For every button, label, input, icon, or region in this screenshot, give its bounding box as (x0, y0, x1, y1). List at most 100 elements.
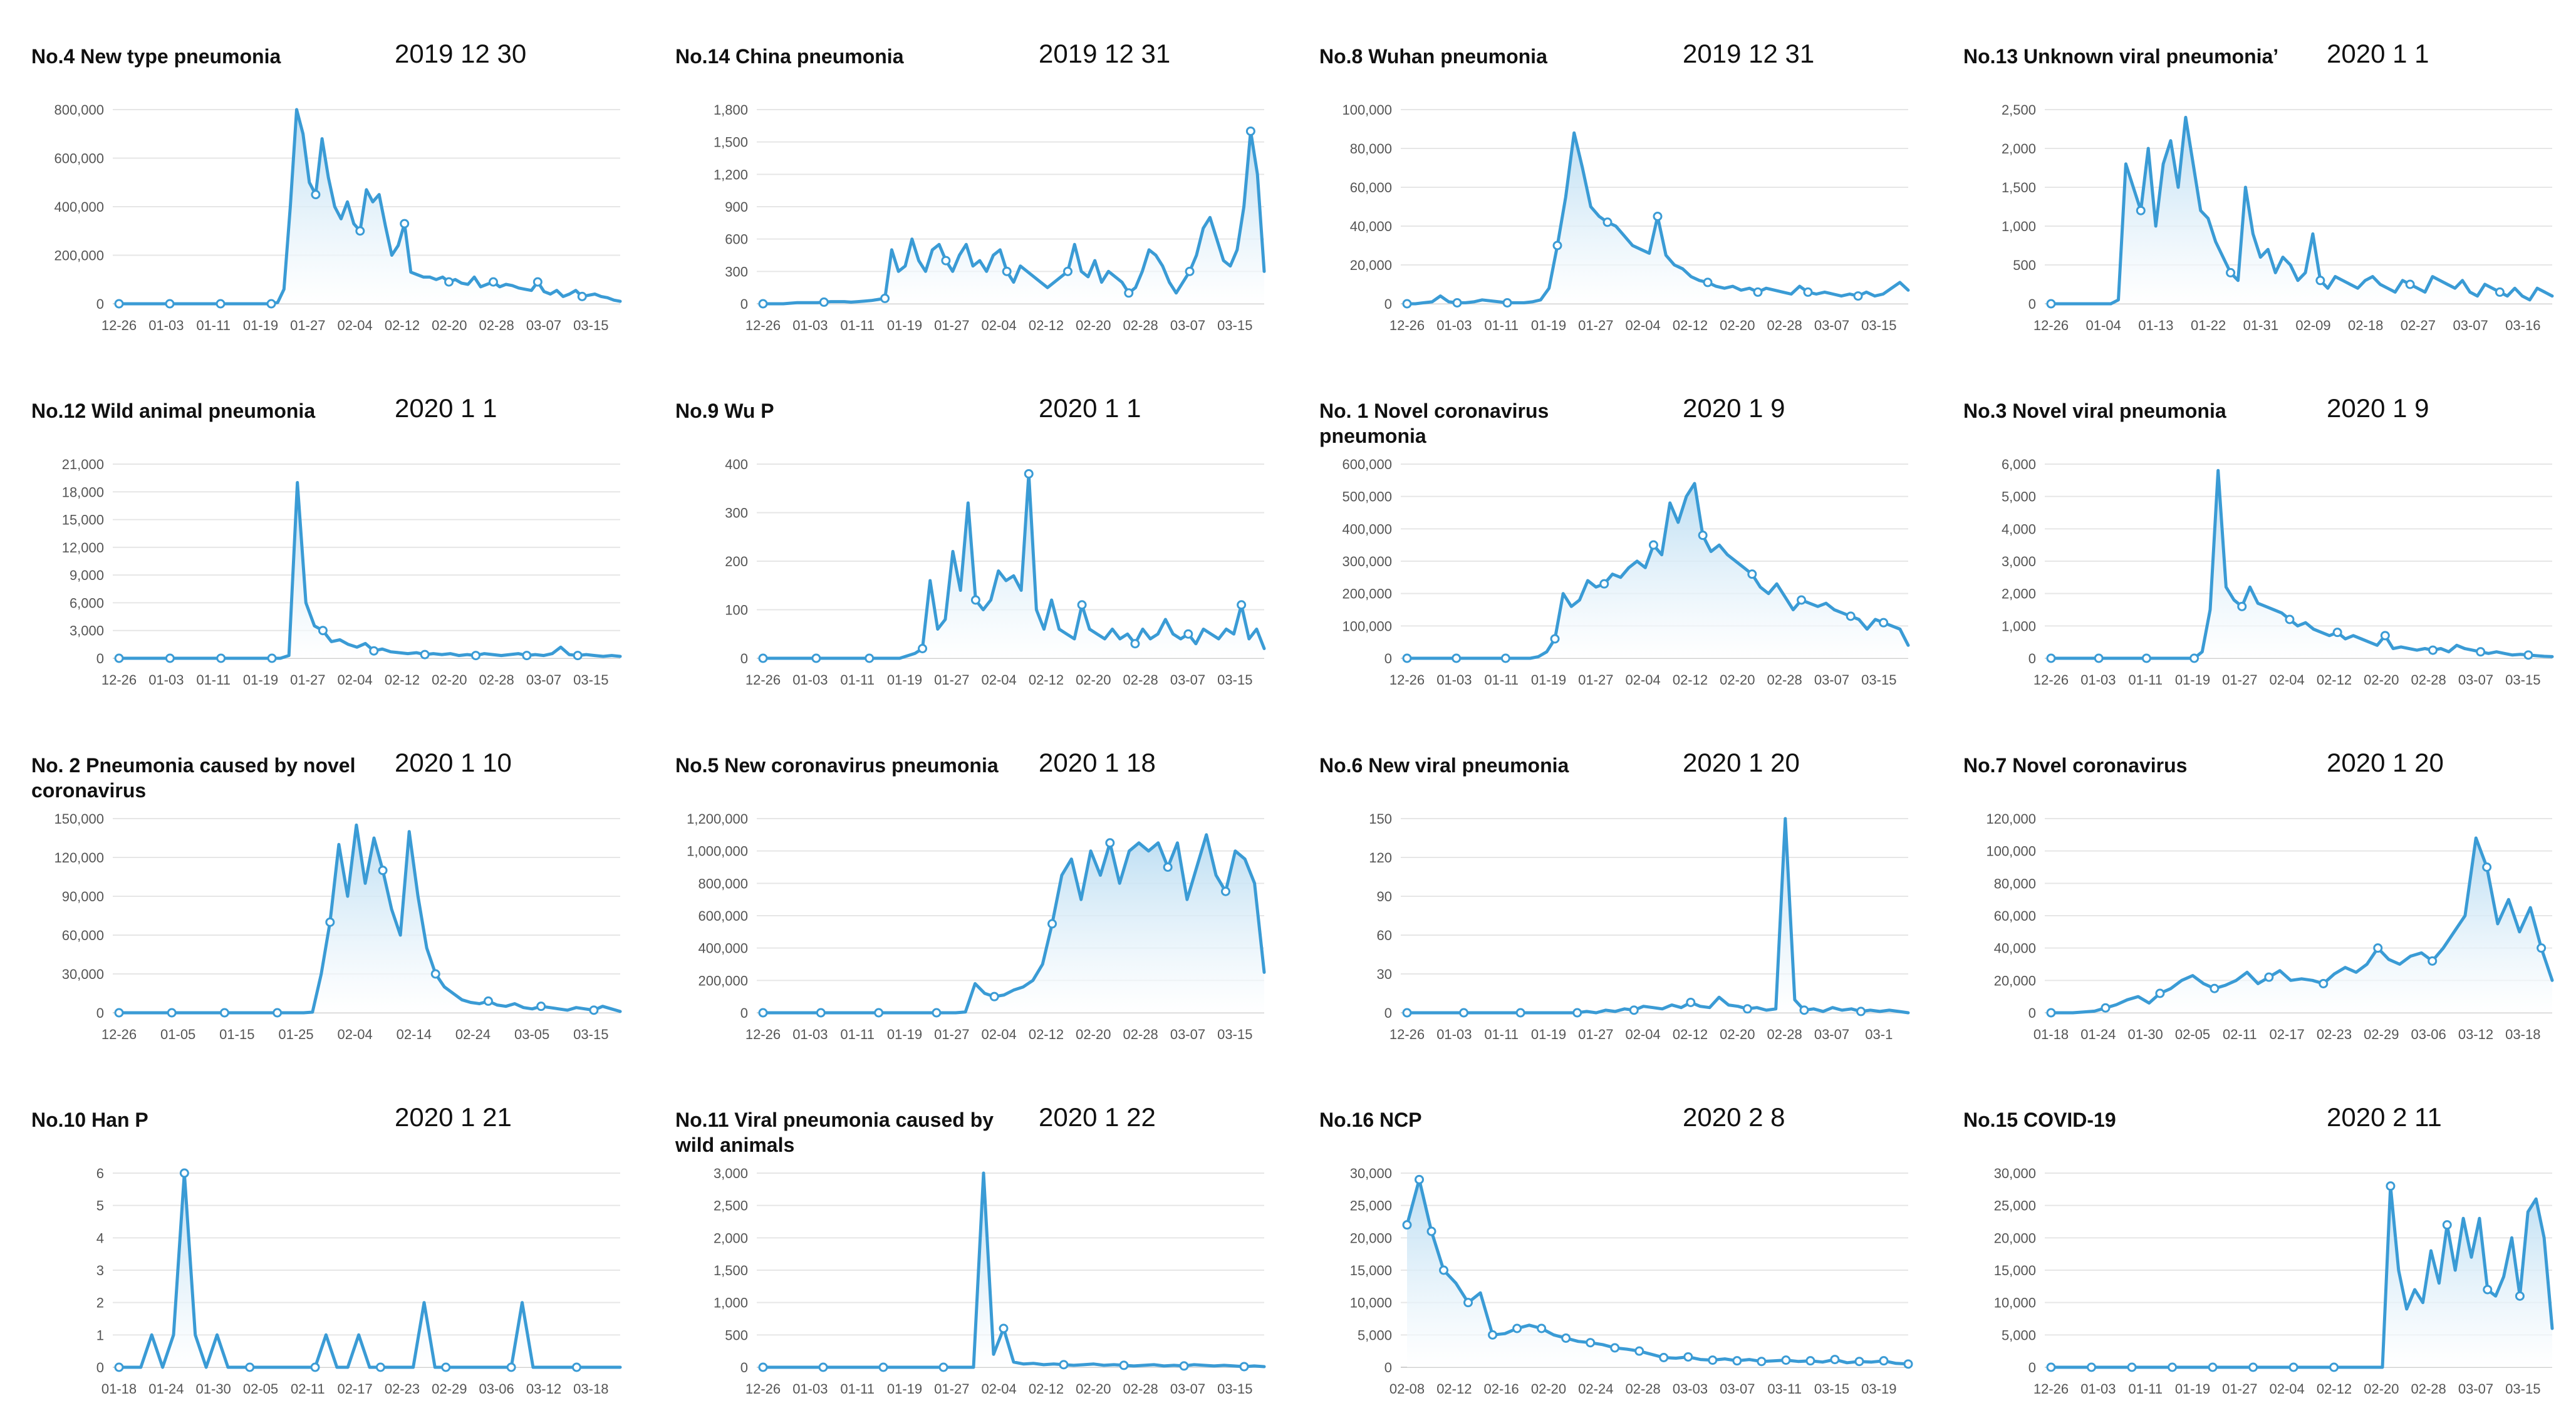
data-point (266, 299, 276, 309)
chart-date: 2020 1 1 (395, 393, 497, 423)
y-tick-label: 400,000 (1342, 521, 1392, 537)
chart-svg: 0 20,000 40,000 60,000 80,000 100,000 12-26 01-… (1342, 102, 1910, 333)
x-tick-label: 02-20 (1076, 318, 1111, 333)
data-point (1732, 1356, 1742, 1366)
x-tick-label: 02-29 (2364, 1027, 2399, 1042)
x-tick-label: 02-28 (1626, 1381, 1661, 1397)
y-tick-label: 500,000 (1342, 489, 1392, 505)
data-point (1237, 600, 1247, 610)
x-tick-label: 02-28 (1767, 672, 1802, 688)
chart-panel-no16: No.16 NCP 2020 2 8 0 5,000 10,000 15,000 20,00… (1294, 1064, 1921, 1414)
data-point (2046, 1362, 2056, 1372)
data-point (1572, 1008, 1582, 1018)
chart-date: 2019 12 30 (395, 39, 527, 68)
y-tick-label: 900 (725, 199, 748, 215)
data-point (179, 1168, 189, 1178)
series-area (1407, 819, 1908, 1013)
x-tick-label: 03-15 (1861, 318, 1896, 333)
x-tick-label: 02-12 (385, 318, 420, 333)
data-point (114, 1008, 124, 1018)
chart-date: 2020 1 22 (1039, 1102, 1156, 1132)
y-tick-label: 1,200,000 (687, 811, 748, 827)
data-point (1537, 1323, 1547, 1333)
x-tick-label: 02-12 (1436, 1381, 1472, 1397)
y-tick-label: 300,000 (1342, 554, 1392, 569)
data-point (2189, 653, 2199, 663)
series-line (117, 1171, 622, 1369)
data-point (1610, 1343, 1620, 1353)
x-tick-label: 02-24 (1578, 1381, 1613, 1397)
x-tick-label: 01-18 (2033, 1027, 2069, 1042)
y-tick-label: 40,000 (1994, 941, 2036, 956)
data-point (1846, 611, 1856, 621)
chart-svg: 0 3,000 6,000 9,000 12,000 15,000 18,000 21,000… (62, 457, 622, 688)
chart-panel-no11: No.11 Viral pneumonia caused by wild ani… (650, 1064, 1277, 1414)
y-tick-label: 0 (2028, 296, 2036, 312)
x-tick-label: 02-20 (1720, 1027, 1755, 1042)
x-tick-label: 01-04 (2086, 318, 2121, 333)
data-point (114, 653, 124, 663)
y-tick-label: 20,000 (1994, 973, 2036, 988)
data-point (1452, 653, 1462, 663)
x-tick-label: 02-04 (982, 672, 1017, 688)
y-tick-label: 15,000 (1994, 1263, 2036, 1278)
data-point (2288, 1362, 2298, 1372)
chart-title: No.13 Unknown viral pneumonia’ (1963, 45, 2279, 68)
data-point (522, 651, 532, 661)
y-tick-label: 0 (96, 651, 104, 666)
y-tick-label: 5,000 (2002, 489, 2036, 505)
data-point (1452, 298, 1462, 308)
x-tick-label: 03-07 (1170, 672, 1205, 688)
data-point (2046, 653, 2056, 663)
x-tick-label: 02-04 (2270, 672, 2305, 688)
data-point (114, 299, 124, 309)
chart-svg: 0 200,000 400,000 600,000 800,000 1,000,000 1,… (687, 811, 1266, 1042)
data-point (273, 1008, 283, 1018)
x-tick-label: 03-15 (1217, 1027, 1252, 1042)
y-tick-label: 90 (1377, 889, 1392, 904)
data-point (444, 277, 454, 287)
x-tick-label: 03-07 (2453, 318, 2488, 333)
y-tick-label: 5,000 (2002, 1327, 2036, 1343)
x-tick-label: 01-03 (2080, 1381, 2116, 1397)
x-tick-label: 03-15 (2505, 1381, 2540, 1397)
chart-title: No.6 New viral pneumonia (1319, 754, 1569, 777)
data-point (758, 299, 768, 309)
x-tick-label: 01-03 (792, 1027, 828, 1042)
data-point (1512, 1323, 1522, 1333)
data-point (2537, 943, 2547, 953)
y-tick-label: 2,000 (714, 1230, 748, 1246)
x-tick-label: 03-06 (479, 1381, 514, 1397)
chart-panel-no7: No.7 Novel coronavirus 2020 1 20 0 20,000 40… (1938, 709, 2565, 1060)
data-point (989, 991, 999, 1001)
x-tick-label: 12-26 (745, 1027, 781, 1042)
data-point (1002, 266, 1012, 276)
series-line (2049, 115, 2554, 306)
data-point (1550, 634, 1560, 644)
series-line (2049, 468, 2554, 660)
y-tick-label: 60,000 (1994, 908, 2036, 924)
y-tick-label: 0 (2028, 1005, 2036, 1021)
series-area (119, 482, 620, 658)
data-point (1703, 277, 1713, 287)
y-tick-label: 1,800 (714, 102, 748, 118)
x-tick-label: 01-11 (840, 1381, 875, 1397)
data-point (1797, 595, 1807, 605)
series-line (2049, 836, 2554, 1015)
data-point (2127, 1362, 2137, 1372)
x-tick-label: 03-15 (1217, 672, 1252, 688)
data-point (2141, 653, 2151, 663)
x-tick-label: 01-30 (2128, 1027, 2163, 1042)
data-point (938, 1362, 948, 1372)
y-tick-label: 3,000 (714, 1166, 748, 1181)
chart-date: 2020 2 8 (1683, 1102, 1785, 1132)
data-point (1634, 1346, 1644, 1356)
chart-svg: 0 5,000 10,000 15,000 20,000 25,000 30,000 12-2… (1994, 1166, 2554, 1397)
data-point (1119, 1360, 1129, 1370)
y-tick-label: 25,000 (1350, 1198, 1392, 1214)
data-point (1629, 1005, 1639, 1015)
x-tick-label: 01-03 (792, 672, 828, 688)
y-tick-label: 500 (725, 1327, 748, 1343)
x-tick-label: 02-23 (385, 1381, 420, 1397)
data-point (1853, 291, 1863, 301)
